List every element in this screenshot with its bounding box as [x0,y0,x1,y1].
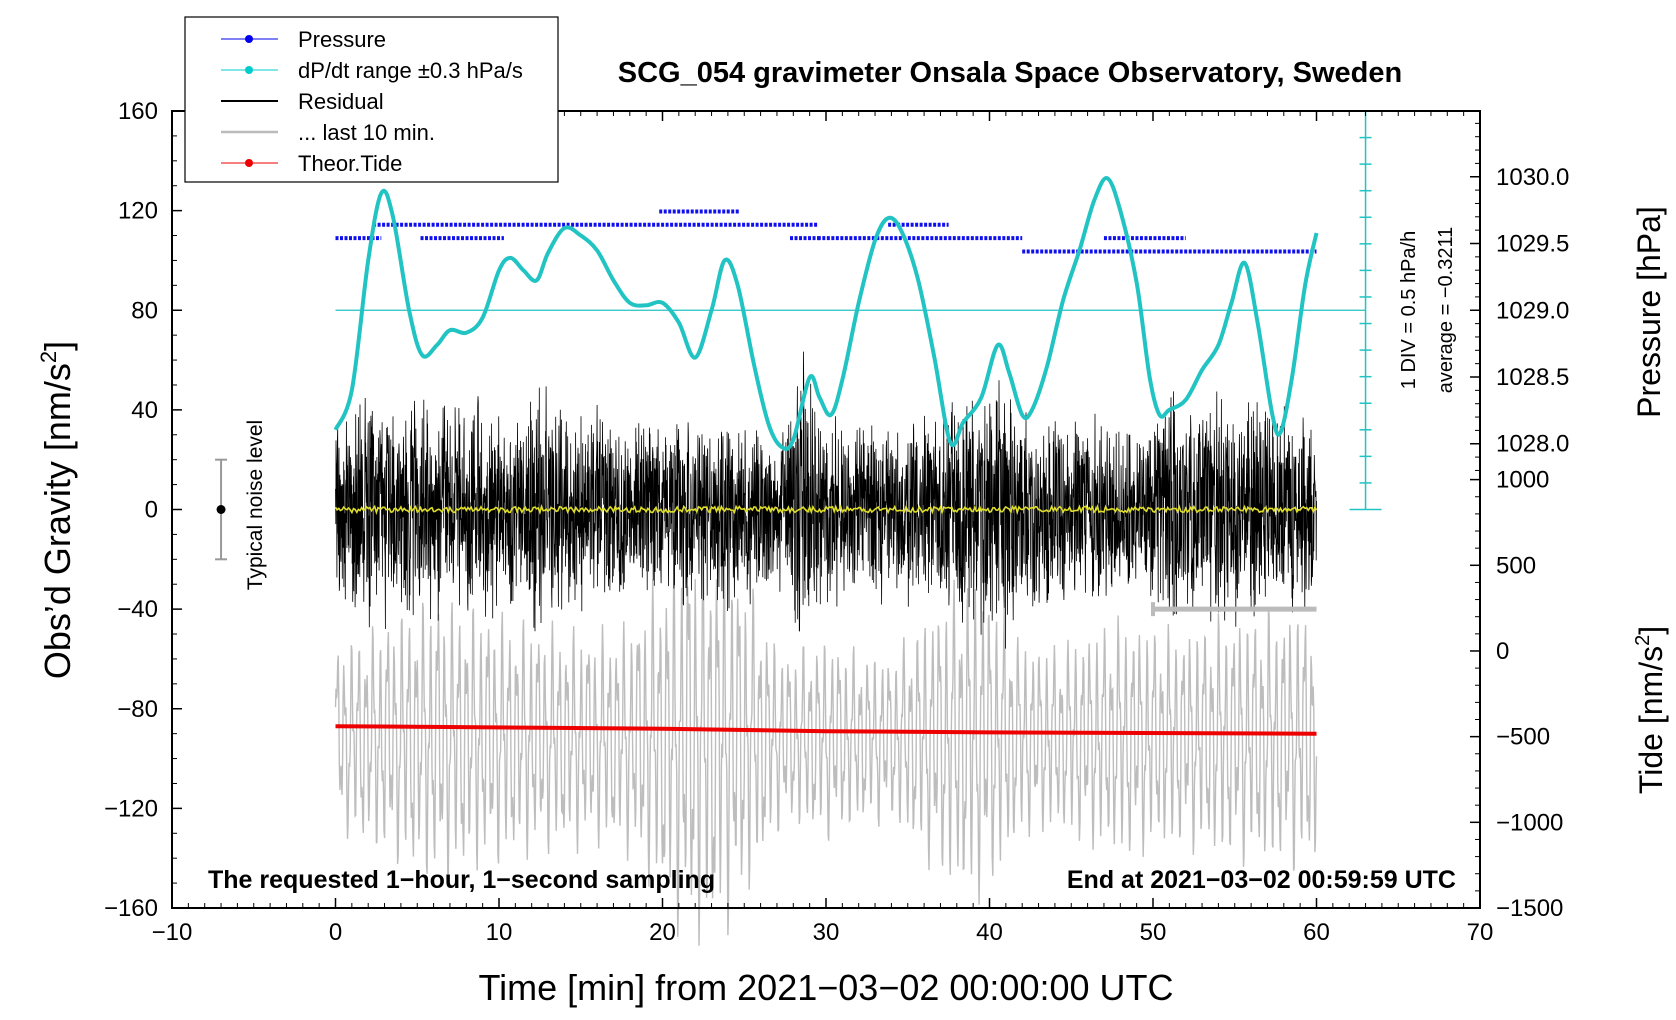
x-tick-label: 20 [649,919,676,946]
y-axis-label-tide-sup: 2 [1632,635,1654,646]
x-tick-label: 70 [1467,919,1494,946]
dpdt-curve [333,176,1319,451]
tide-tick-label: −1000 [1496,809,1563,836]
pressure-tick-label: 1028.5 [1496,364,1569,391]
legend-last10-label: ... last 10 min. [298,120,435,145]
residual-trace [335,351,1317,649]
y-axis-label-left-end: ] [37,341,78,351]
y-tick-label: 160 [118,98,158,125]
y-axis-label-left: Obs’d Gravity [nm/s2] [36,341,78,679]
footer-left: The requested 1−hour, 1−second sampling [208,866,715,894]
x-tick-label: 10 [486,919,513,946]
y-axis-label-tide: Tide [nm/s2] [1632,626,1669,794]
y-tick-label: −120 [104,795,158,822]
tide-tick-label: 500 [1496,552,1536,579]
legend-pressure-marker [245,35,253,43]
legend-dpdt-label: dP/dt range ±0.3 hPa/s [298,58,523,83]
x-tick-label: 30 [813,919,840,946]
x-tick-label: −10 [152,919,193,946]
legend-tide-label: Theor.Tide [298,151,402,176]
legend-dpdt-marker [245,66,253,74]
y-axis-label-left-sup: 2 [36,351,61,363]
pressure-tick-label: 1029.0 [1496,297,1569,324]
y-axis-label-tide-end: ] [1633,626,1669,635]
tide-tick-label: 1000 [1496,467,1549,494]
y-axis-label-left-text: Obs’d Gravity [nm/s [37,363,78,679]
y-axis-label-tide-text: Tide [nm/s [1633,646,1669,794]
y-tick-label: 40 [131,397,158,424]
legend-residual-label: Residual [298,89,384,114]
y-tick-label: −40 [117,596,158,623]
footer-right: End at 2021−03−02 00:59:59 UTC [1067,866,1456,894]
tide-line [335,724,1317,736]
legend-tide-marker [245,159,253,167]
x-tick-label: 60 [1303,919,1330,946]
noise-level-label: Typical noise level [244,420,267,590]
noise-center-dot [216,505,226,514]
y-tick-label: 0 [145,497,158,524]
x-axis-label: Time [min] from 2021−03−02 00:00:00 UTC [478,967,1173,1008]
chart-title: SCG_054 gravimeter Onsala Space Observat… [618,57,1402,89]
tide-tick-label: 0 [1496,638,1509,665]
tide-tick-label: −500 [1496,724,1550,751]
y-tick-label: 80 [131,297,158,324]
legend-box [184,16,559,183]
legend: Pressure dP/dt range ±0.3 hPa/s Residual… [184,16,559,183]
x-tick-label: 50 [1140,919,1167,946]
y-axis-label-pressure: Pressure [hPa] [1631,206,1667,418]
pressure-tick-label: 1030.0 [1496,164,1569,191]
legend-pressure-label: Pressure [298,27,386,52]
dpdt-average-label: average = −0.3211 [1435,227,1457,393]
last10-trace [334,521,1318,946]
tide-tick-label: −1500 [1496,895,1563,922]
y-tick-label: −160 [104,895,158,922]
axis-ticks: −10 0 10 20 30 40 50 60 70 160 120 80 40 0 −40 −80 −120 −… [104,98,1569,946]
residual-mean-line [334,503,1318,516]
x-tick-label: 0 [329,919,342,946]
series-layer [215,110,1382,946]
pressure-tick-label: 1028.0 [1496,431,1569,458]
y-tick-label: −80 [117,696,158,723]
y-tick-label: 120 [118,198,158,225]
x-tick-label: 40 [976,919,1003,946]
pressure-tick-label: 1029.5 [1496,231,1569,258]
dpdt-scale-label: 1 DIV = 0.5 hPa/h [1398,231,1420,389]
